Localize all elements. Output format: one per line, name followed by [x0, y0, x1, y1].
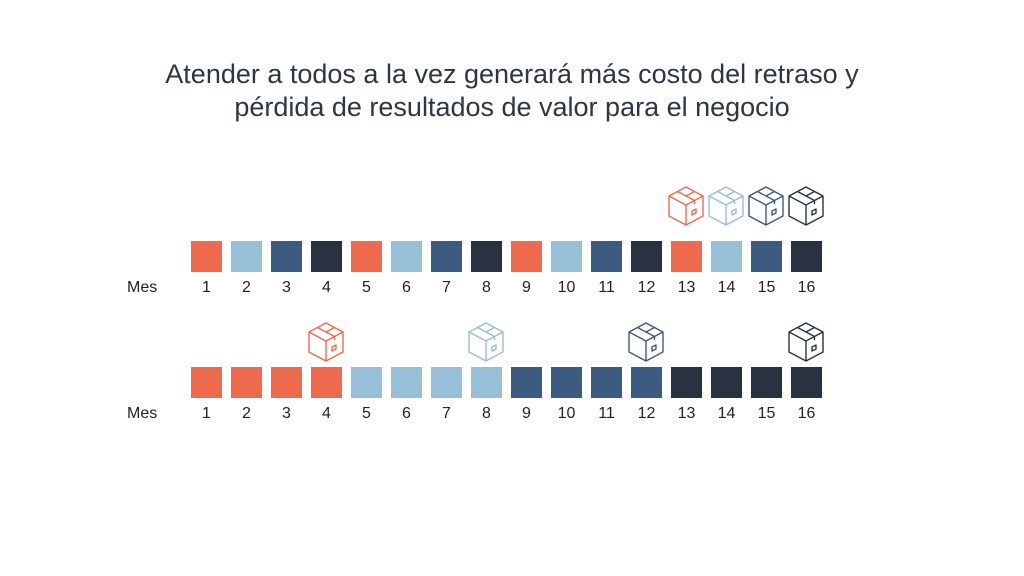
month-square	[631, 367, 662, 398]
month-number: 13	[677, 405, 696, 422]
package-box-icon	[706, 185, 746, 227]
month-number: 8	[482, 405, 491, 422]
axis-label-mes: Mes	[127, 279, 158, 296]
month-square	[231, 241, 262, 272]
title-line-1: Atender a todos a la vez generará más co…	[165, 59, 859, 89]
slide-title: Atender a todos a la vez generará más co…	[0, 58, 1024, 124]
month-number: 10	[557, 279, 576, 296]
month-number: 9	[522, 279, 531, 296]
month-square	[311, 367, 342, 398]
month-number: 9	[522, 405, 531, 422]
month-number: 15	[757, 405, 776, 422]
package-box-icon	[626, 321, 666, 363]
month-square	[791, 241, 822, 272]
month-number: 3	[282, 405, 291, 422]
month-square	[551, 241, 582, 272]
package-box-icon	[666, 185, 706, 227]
month-number: 10	[557, 405, 576, 422]
month-square	[471, 241, 502, 272]
month-square	[511, 367, 542, 398]
month-square	[431, 367, 462, 398]
package-box-icon	[466, 321, 506, 363]
month-number: 4	[322, 405, 331, 422]
month-square	[231, 367, 262, 398]
month-number: 6	[402, 279, 411, 296]
month-square	[711, 367, 742, 398]
month-square	[631, 241, 662, 272]
month-number: 3	[282, 279, 291, 296]
month-square	[751, 367, 782, 398]
month-square	[591, 367, 622, 398]
package-box-icon	[786, 321, 826, 363]
month-number: 16	[797, 279, 816, 296]
title-line-2: pérdida de resultados de valor para el n…	[234, 92, 790, 122]
month-number: 1	[202, 279, 211, 296]
month-number: 7	[442, 279, 451, 296]
month-square	[591, 241, 622, 272]
month-number: 4	[322, 279, 331, 296]
month-square	[511, 241, 542, 272]
month-square	[271, 367, 302, 398]
month-square	[391, 367, 422, 398]
month-number: 2	[242, 279, 251, 296]
month-number: 8	[482, 279, 491, 296]
month-number: 16	[797, 405, 816, 422]
package-box-icon	[306, 321, 346, 363]
month-square	[431, 241, 462, 272]
month-number: 14	[717, 405, 736, 422]
month-square	[351, 367, 382, 398]
month-number: 12	[637, 405, 656, 422]
month-square	[551, 367, 582, 398]
month-square	[711, 241, 742, 272]
package-box-icon	[746, 185, 786, 227]
month-number: 1	[202, 405, 211, 422]
month-number: 5	[362, 405, 371, 422]
package-box-icon	[786, 185, 826, 227]
month-square	[471, 367, 502, 398]
month-square	[191, 367, 222, 398]
month-number: 5	[362, 279, 371, 296]
month-number: 14	[717, 279, 736, 296]
month-number: 11	[598, 279, 615, 296]
month-number: 6	[402, 405, 411, 422]
month-square	[311, 241, 342, 272]
month-number: 2	[242, 405, 251, 422]
month-square	[671, 241, 702, 272]
month-square	[191, 241, 222, 272]
month-number: 13	[677, 279, 696, 296]
month-square	[751, 241, 782, 272]
month-square	[391, 241, 422, 272]
month-square	[351, 241, 382, 272]
month-number: 11	[598, 405, 615, 422]
month-number: 12	[637, 279, 656, 296]
month-square	[671, 367, 702, 398]
month-number: 15	[757, 279, 776, 296]
month-square	[271, 241, 302, 272]
axis-label-mes: Mes	[127, 405, 158, 422]
month-number: 7	[442, 405, 451, 422]
month-square	[791, 367, 822, 398]
